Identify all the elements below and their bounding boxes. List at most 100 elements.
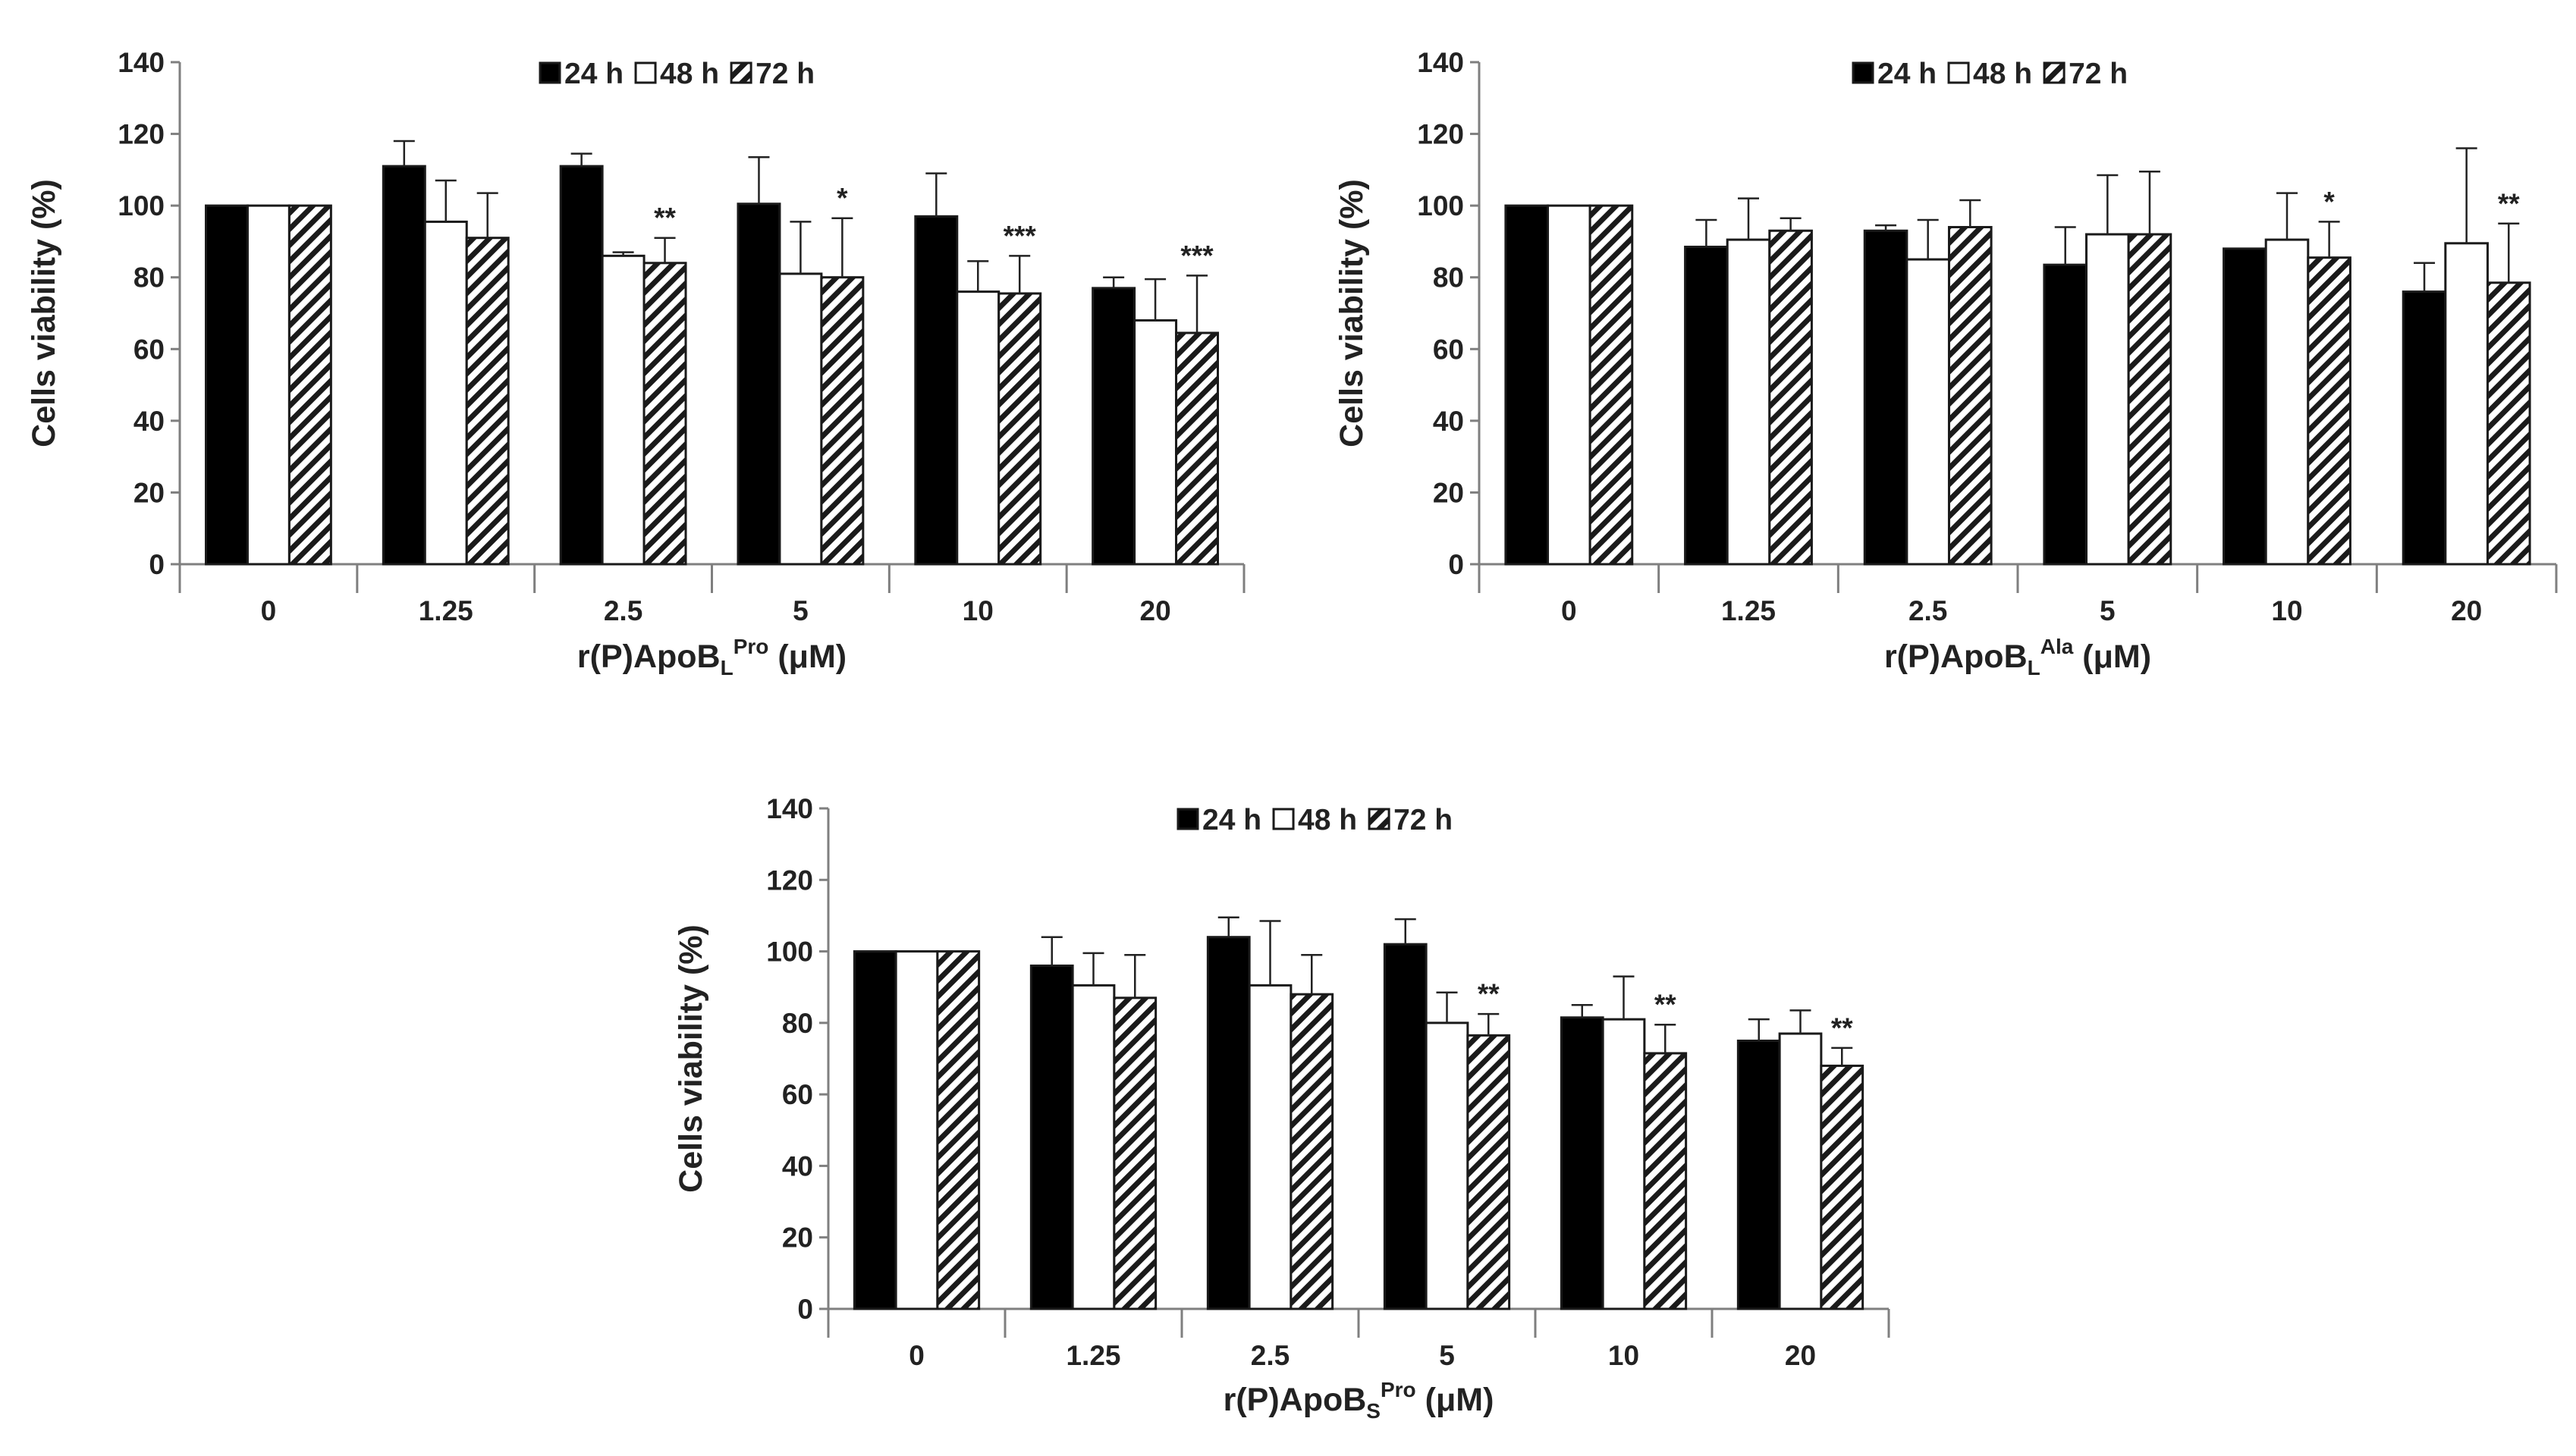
y-axis-title: Cells viability (%) [673, 924, 709, 1193]
legend-swatch-48h [634, 61, 657, 84]
y-tick-label: 140 [1417, 47, 1464, 78]
bar-24h-10 [914, 215, 959, 566]
legend-swatch-48h [1272, 808, 1295, 830]
bar-72h-1.25 [465, 237, 510, 566]
bar-24h-0 [204, 204, 249, 566]
significance-marker: ** [654, 202, 676, 234]
y-tick-label: 120 [118, 119, 165, 150]
x-category-label: 20 [2451, 595, 2482, 626]
legend-label: 48 h [1298, 804, 1357, 836]
x-category-label: 20 [1785, 1340, 1816, 1371]
bar-48h-1.25 [1726, 238, 1771, 566]
legend-label: 72 h [756, 58, 815, 90]
bar-24h-5 [1383, 943, 1428, 1310]
bar-24h-1.25 [1029, 964, 1074, 1310]
significance-marker: ** [1654, 989, 1676, 1020]
bar-24h-20 [1736, 1039, 1781, 1310]
significance-marker: * [2323, 186, 2335, 217]
legend-label: 72 h [1393, 804, 1453, 836]
x-category-label: 2.5 [604, 595, 642, 626]
legend-swatch-24h [539, 61, 561, 84]
bar-72h-10 [1643, 1052, 1688, 1310]
bar-48h-5 [1425, 1021, 1469, 1310]
bar-72h-0 [936, 950, 981, 1310]
x-category-label: 0 [909, 1340, 925, 1371]
legend-swatch-24h [1176, 808, 1199, 830]
legend-label: 72 h [2069, 58, 2128, 90]
y-tick-label: 40 [1433, 406, 1464, 437]
x-category-label: 5 [1439, 1340, 1455, 1371]
bar-72h-5 [820, 276, 865, 566]
x-category-label: 2.5 [1251, 1340, 1290, 1371]
bar-72h-1.25 [1768, 229, 1813, 566]
bar-72h-1.25 [1113, 996, 1158, 1310]
y-tick-label: 100 [118, 190, 165, 221]
x-category-label: 2.5 [1908, 595, 1947, 626]
y-tick-label: 80 [134, 262, 165, 293]
bar-24h-20 [1092, 287, 1136, 566]
y-tick-label: 40 [134, 406, 165, 437]
x-category-label: 0 [261, 595, 277, 626]
bar-72h-0 [287, 204, 332, 566]
legend-label: 48 h [660, 58, 719, 90]
legend-label: 48 h [1973, 58, 2032, 90]
legend-label: 24 h [1202, 804, 1261, 836]
y-tick-label: 120 [766, 864, 813, 896]
x-category-label: 1.25 [1066, 1340, 1120, 1371]
bar-48h-5 [2085, 233, 2130, 566]
bar-72h-5 [2127, 233, 2172, 566]
bar-48h-1.25 [1071, 984, 1116, 1310]
bar-72h-0 [1588, 204, 1634, 566]
bar-24h-10 [1560, 1016, 1604, 1310]
bar-72h-20 [1175, 331, 1220, 566]
y-tick-label: 80 [1433, 262, 1464, 293]
bar-72h-20 [1820, 1064, 1864, 1310]
bar-48h-2.5 [1905, 258, 1950, 566]
bar-24h-10 [2223, 247, 2267, 566]
y-tick-label: 60 [134, 334, 165, 365]
bar-48h-10 [956, 290, 1001, 566]
y-tick-label: 140 [766, 793, 813, 824]
legend-swatch-48h [1947, 61, 1970, 84]
bar-24h-2.5 [1206, 936, 1251, 1310]
bar-24h-5 [2043, 263, 2088, 566]
y-tick-label: 0 [1448, 549, 1464, 580]
y-axis-title: Cells viability (%) [26, 179, 62, 447]
bar-72h-10 [997, 292, 1042, 566]
bar-24h-0 [853, 950, 897, 1310]
bar-24h-0 [1504, 204, 1550, 566]
bar-72h-10 [2307, 256, 2351, 566]
y-tick-label: 0 [149, 549, 165, 580]
significance-marker: ** [1831, 1012, 1853, 1043]
y-tick-label: 80 [782, 1008, 813, 1039]
bar-24h-1.25 [1684, 246, 1729, 566]
y-tick-label: 60 [1433, 334, 1464, 365]
bar-48h-10 [1601, 1018, 1646, 1310]
x-category-label: 20 [1140, 595, 1171, 626]
bar-48h-1.25 [423, 220, 468, 566]
legend-swatch-72h [730, 61, 752, 84]
legend-label: 24 h [1877, 58, 1937, 90]
y-tick-label: 0 [797, 1294, 813, 1325]
x-axis-title: r(P)ApoBSPro (μM) [1224, 1378, 1494, 1423]
chart-2: 0 20 40 60 80 100 120 140 0 1.25 2.5 5 10 * 20 ** 24 h 48… [1334, 47, 2558, 679]
bar-48h-20 [1133, 318, 1178, 566]
y-tick-label: 60 [782, 1079, 813, 1110]
y-tick-label: 140 [118, 47, 165, 78]
significance-marker: * [837, 183, 848, 214]
significance-marker: *** [1180, 240, 1214, 271]
y-axis-title: Cells viability (%) [1334, 179, 1370, 447]
significance-marker: ** [2498, 188, 2520, 219]
x-category-label: 1.25 [1721, 595, 1776, 626]
bar-72h-2.5 [1290, 993, 1334, 1310]
y-tick-label: 20 [782, 1222, 813, 1254]
bar-24h-2.5 [559, 165, 604, 566]
bar-24h-1.25 [382, 165, 426, 566]
x-category-label: 5 [2100, 595, 2116, 626]
chart-3: 0 20 40 60 80 100 120 140 0 1.25 2.5 5 ** 10 ** 20 ** 24 … [673, 793, 1890, 1423]
legend-swatch-72h [1368, 808, 1390, 830]
bar-48h-20 [1778, 1032, 1823, 1310]
x-category-label: 5 [793, 595, 809, 626]
x-category-label: 10 [963, 595, 994, 626]
